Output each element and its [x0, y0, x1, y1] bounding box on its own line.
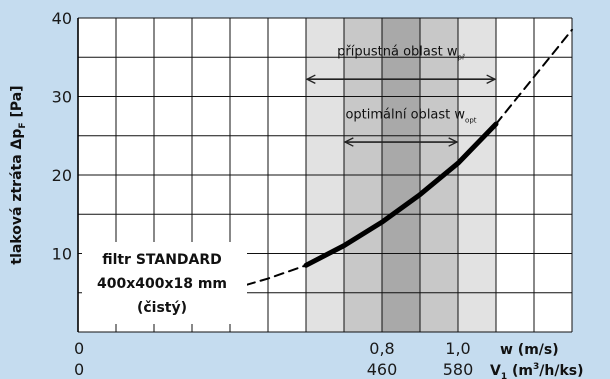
- filter-label-line-1: filtr STANDARD: [102, 252, 222, 268]
- y-tick-label: 10: [52, 245, 72, 264]
- x-axis-label-flow: V1 (m3/h/ks): [490, 362, 584, 379]
- curve-segment-solid-1: [303, 121, 499, 268]
- y-tick-label: 40: [52, 9, 72, 28]
- x-tick-label: 1,0: [445, 339, 470, 358]
- x-tick-label: 580: [443, 360, 474, 379]
- x-tick-label: 0,8: [369, 339, 394, 358]
- curve-segment-dashed-2: [495, 28, 573, 125]
- filter-label-line-2: 400x400x18 mm: [97, 276, 227, 292]
- x-tick-label: 460: [367, 360, 398, 379]
- y-tick-label: 30: [52, 88, 72, 107]
- x-tick-label: 0: [74, 360, 84, 379]
- optimal-region-label: optimální oblast wopt: [345, 107, 476, 124]
- x-axis-label-velocity: w (m/s): [500, 342, 559, 358]
- permissible-region-label: přípustná oblast wpř: [337, 45, 465, 62]
- y-axis-label: tlaková ztráta ΔpF [Pa]: [9, 85, 28, 264]
- filter-label-box: [82, 242, 247, 324]
- filter-label-line-3: (čistý): [137, 300, 187, 316]
- y-tick-label: 20: [52, 166, 72, 185]
- x-tick-label: 0: [74, 339, 84, 358]
